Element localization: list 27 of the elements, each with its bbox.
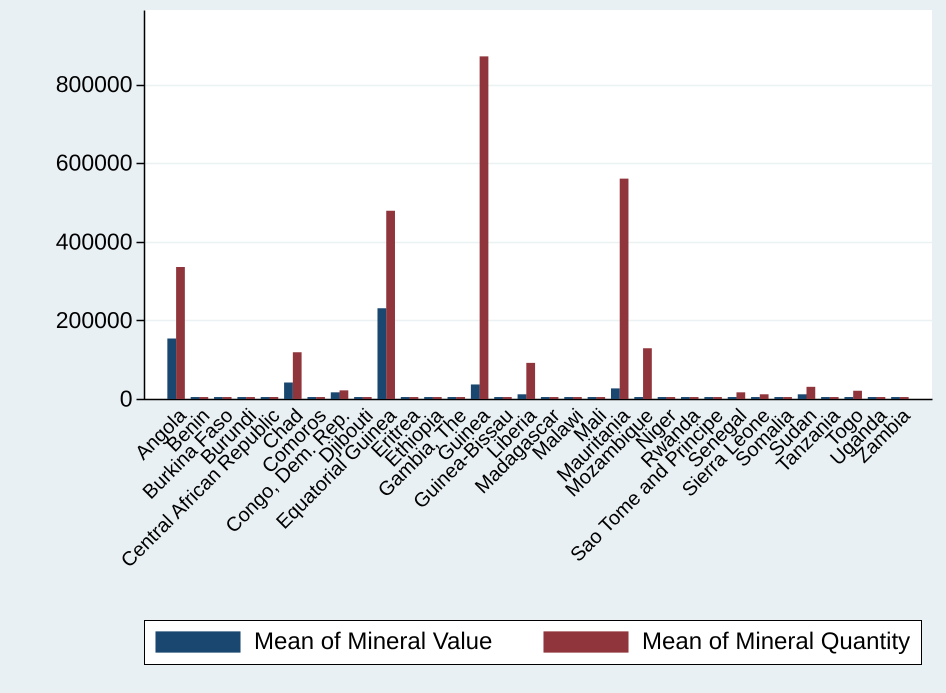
legend-label: Mean of Mineral Quantity (642, 628, 910, 655)
bar (386, 210, 395, 399)
legend-label: Mean of Mineral Value (254, 628, 492, 655)
bar (340, 390, 348, 399)
bar (480, 56, 488, 399)
bar (292, 352, 302, 399)
bar (798, 394, 807, 399)
bar (806, 386, 816, 399)
bar (330, 392, 340, 399)
bar (284, 382, 293, 399)
bar (643, 348, 652, 399)
bar (526, 362, 536, 399)
bar (470, 384, 480, 399)
bar (518, 394, 526, 399)
y-tick-label: 400000 (56, 228, 132, 254)
bar (853, 390, 862, 399)
bar (620, 178, 628, 399)
y-tick-label: 600000 (56, 150, 132, 176)
bar (167, 338, 176, 399)
bar (610, 388, 620, 399)
bar (176, 266, 185, 399)
y-tick-label: 200000 (56, 306, 132, 333)
bar (377, 308, 386, 399)
y-tick-label: 800000 (56, 71, 132, 98)
bar (736, 392, 746, 399)
bar (760, 394, 769, 399)
y-tick-label: 0 (120, 386, 132, 412)
